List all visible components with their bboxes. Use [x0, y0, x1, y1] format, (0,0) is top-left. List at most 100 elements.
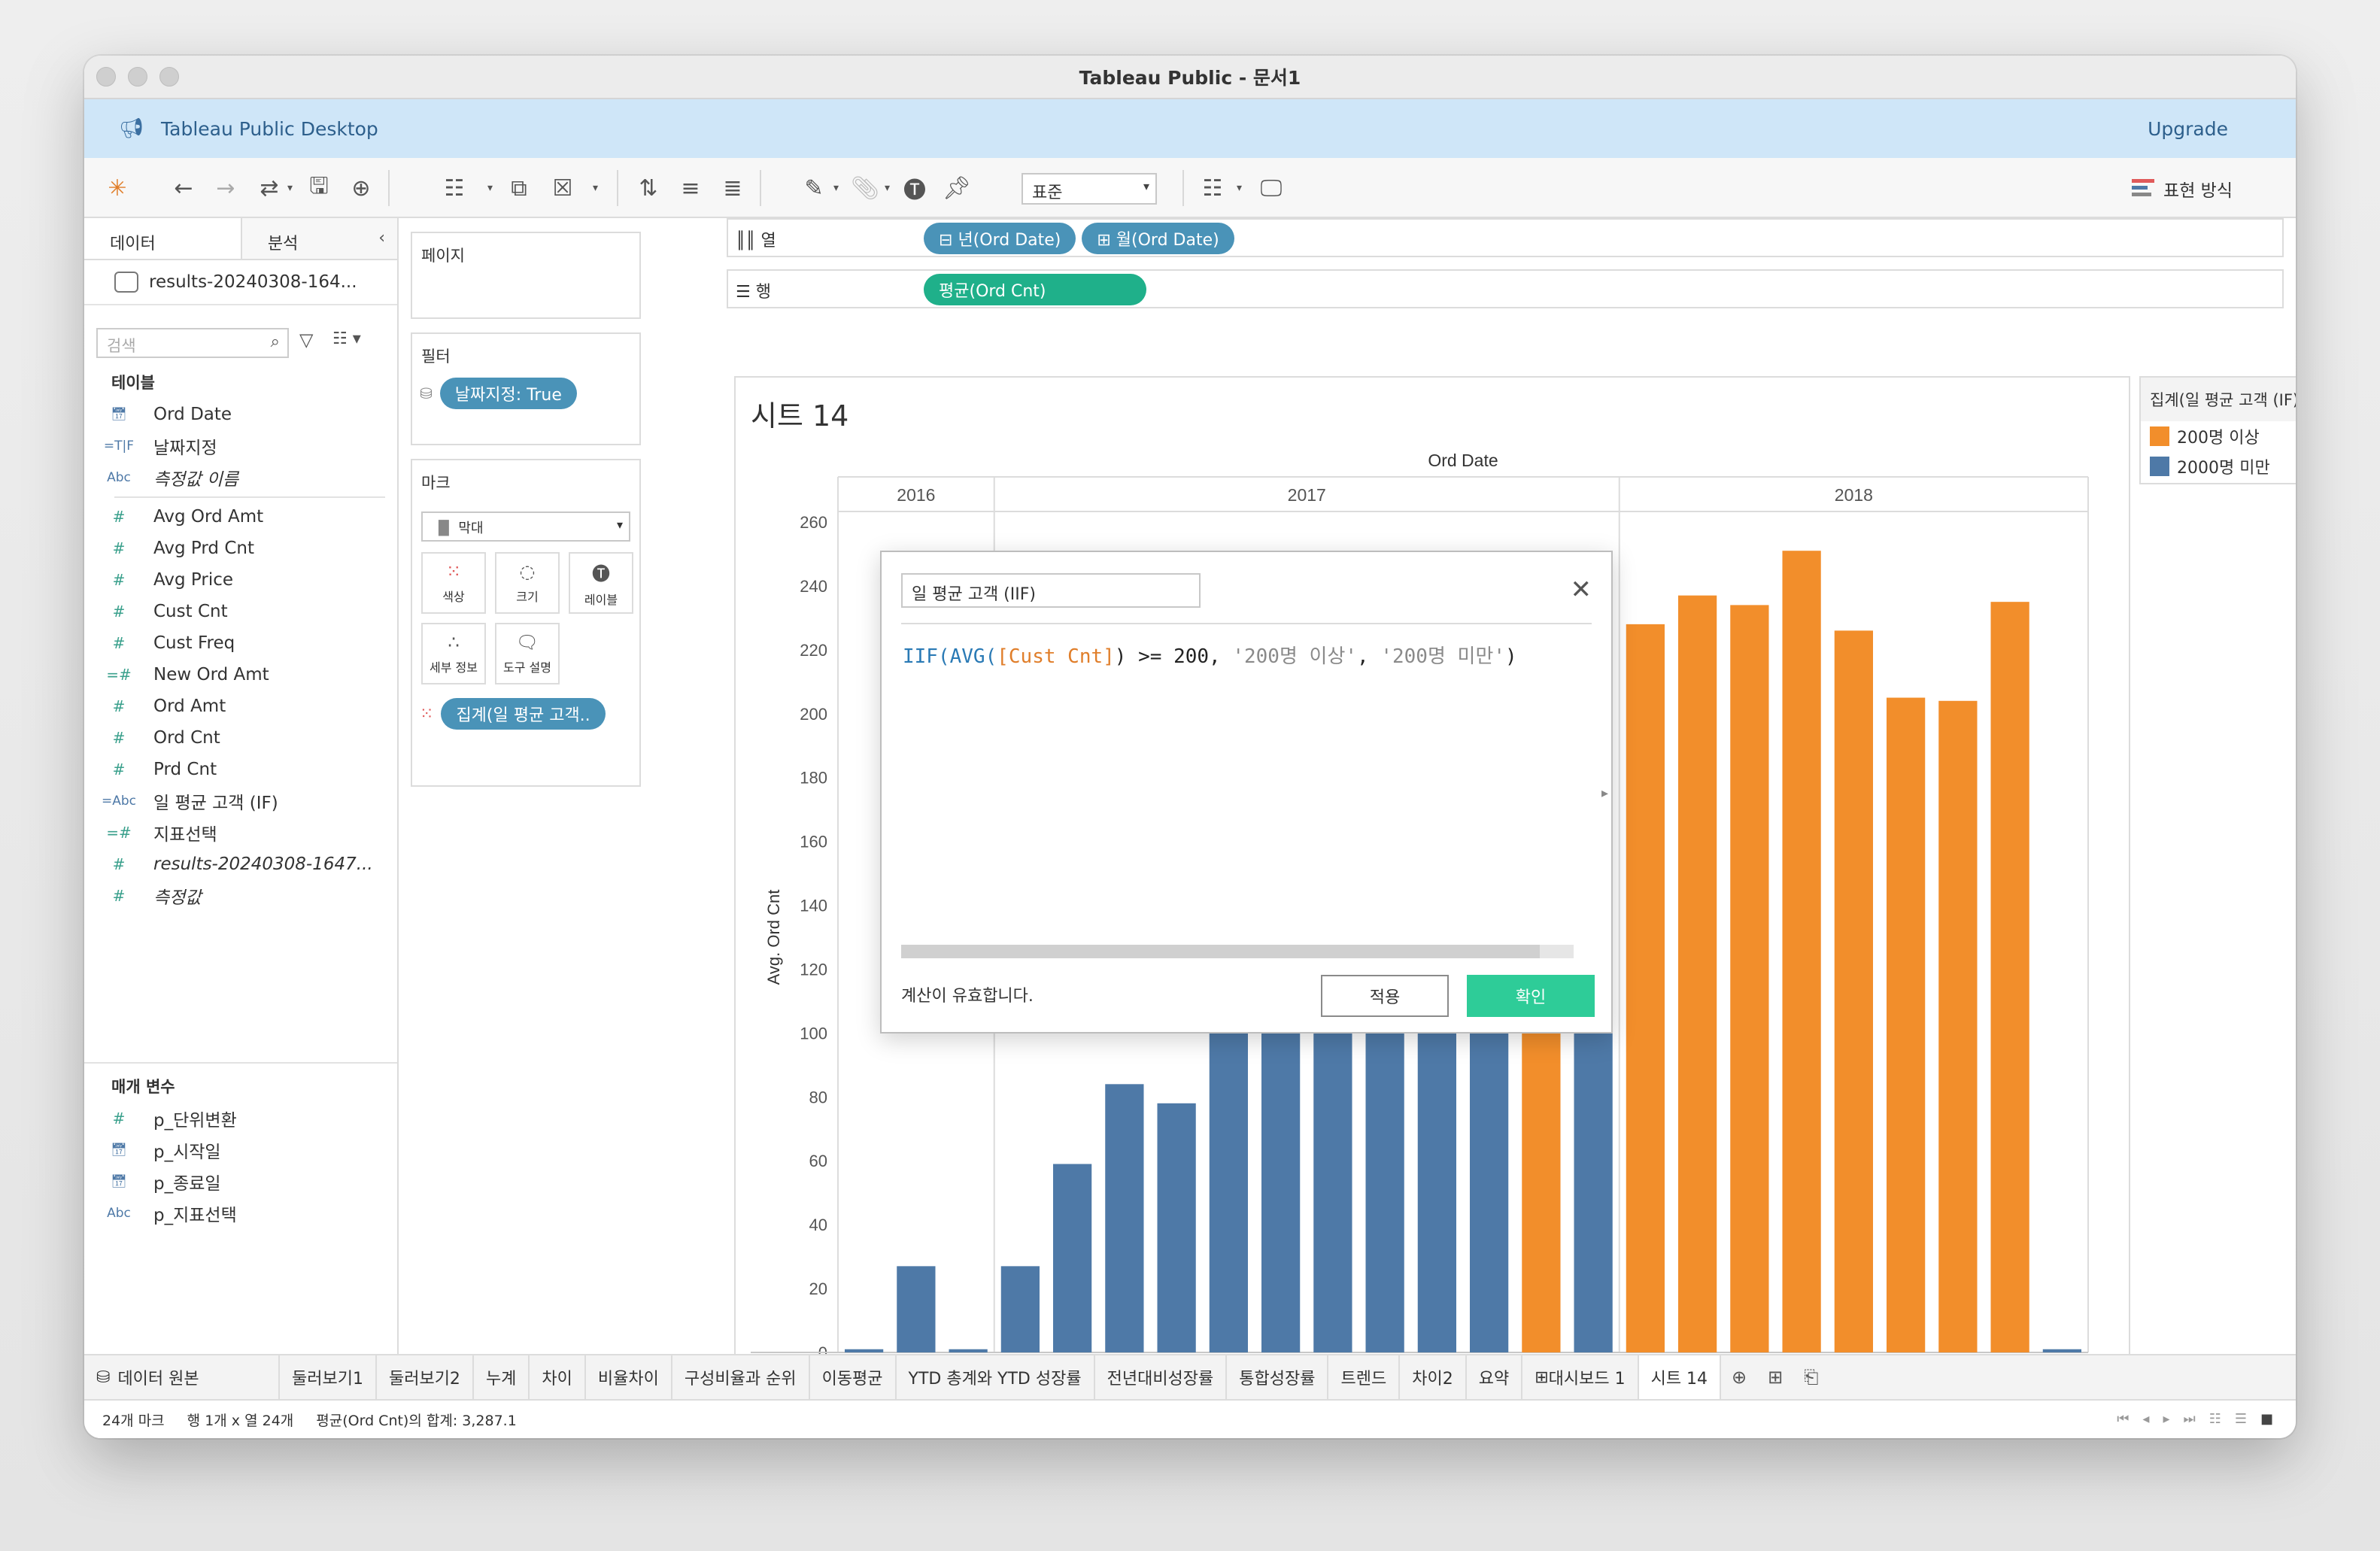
field-item[interactable]: # Cust Freq [84, 627, 397, 659]
sheet-tab[interactable]: 전년대비성장률 [1095, 1355, 1228, 1399]
field-item[interactable]: # Avg Ord Amt [84, 501, 397, 533]
field-item[interactable]: # Ord Amt [84, 691, 397, 722]
presentation-mode-icon[interactable]: 🖵︎ [1260, 175, 1283, 202]
tabs-view-icon[interactable]: ■ [2260, 1411, 2273, 1427]
legend-item[interactable]: 200명 이상 [2141, 421, 2296, 451]
field-item[interactable]: 📅︎ Ord Date [84, 399, 397, 430]
group-dropdown-icon[interactable]: ▾ [885, 182, 891, 194]
field-item[interactable]: # 측정값 [84, 880, 397, 912]
formula-editor[interactable]: IIF(AVG([Cust Cnt]) >= 200, '200명 이상', '… [903, 641, 1517, 669]
sheet-tab[interactable]: YTD 총계와 YTD 성장률 [897, 1355, 1095, 1399]
field-item[interactable]: 📅︎ p_종료일 [84, 1166, 397, 1197]
field-item[interactable]: # Cust Cnt [84, 596, 397, 627]
undo-icon[interactable]: ← [174, 175, 193, 202]
view-options-icon[interactable]: ☷ ▾ [332, 329, 361, 348]
new-sheet-dropdown-icon[interactable]: ▾ [487, 182, 493, 194]
close-icon[interactable]: ✕ [1570, 575, 1592, 605]
show-cards-icon[interactable]: ☷ [1202, 175, 1223, 202]
pages-card[interactable]: 페이지 [411, 232, 641, 319]
field-item[interactable]: Abc p_지표선택 [84, 1197, 397, 1229]
highlight-icon[interactable]: ✎ [804, 175, 824, 202]
sheet-tab[interactable]: 이동평균 [810, 1355, 897, 1399]
zoom-window-button[interactable] [159, 67, 179, 87]
calculation-name-input[interactable]: 일 평균 고객 (IIF) [901, 573, 1201, 608]
detail-button[interactable]: ∴ 세부 정보 [421, 623, 486, 684]
last-sheet-icon[interactable]: ⏭ [2183, 1411, 2196, 1427]
search-input[interactable]: 검색 ⌕ [96, 328, 289, 358]
sheet-tab[interactable]: 차이2 [1400, 1355, 1467, 1399]
close-window-button[interactable] [96, 67, 116, 87]
apply-button[interactable]: 적용 [1321, 975, 1449, 1017]
sheet-tab[interactable]: 둘러보기2 [377, 1355, 474, 1399]
field-item[interactable]: # p_단위변환 [84, 1103, 397, 1134]
field-item[interactable]: Abc 측정값 이름 [84, 462, 397, 493]
sheet-tab[interactable]: 누계 [474, 1355, 530, 1399]
upgrade-link[interactable]: Upgrade [2148, 117, 2228, 140]
tab-analytics[interactable]: 분석 [240, 218, 397, 259]
sheet-tab[interactable]: 둘러보기1 [280, 1355, 377, 1399]
horizontal-scrollbar[interactable] [901, 945, 1574, 958]
show-me-button[interactable]: 표현 방식 [2132, 176, 2233, 202]
field-item[interactable]: =Abc 일 평균 고객 (IF) [84, 785, 397, 817]
group-members-icon[interactable]: 📎︎ [850, 175, 880, 202]
sheet-tab[interactable]: 차이 [530, 1355, 586, 1399]
field-item[interactable]: =T|F 날짜지정 [84, 430, 397, 462]
tableau-logo-icon[interactable]: ✳ [108, 175, 127, 202]
sort-descending-icon[interactable]: ≣ [723, 175, 742, 202]
new-datasource-icon[interactable]: ⊕ [351, 175, 371, 202]
field-item[interactable]: 📅︎ p_시작일 [84, 1134, 397, 1166]
collapse-pane-icon[interactable]: ‹ [378, 229, 385, 247]
clear-dropdown-icon[interactable]: ▾ [593, 182, 599, 194]
expand-functions-icon[interactable]: ▸ [1601, 785, 1608, 801]
replay-dropdown-icon[interactable]: ▾ [287, 182, 293, 194]
sheet-tab[interactable]: 요약 [1467, 1355, 1523, 1399]
legend-item[interactable]: 2000명 미만 [2141, 451, 2296, 481]
show-labels-icon[interactable]: 🅣︎ [903, 178, 926, 204]
field-item[interactable]: # Prd Cnt [84, 754, 397, 785]
sheet-tab[interactable]: ⊞ 대시보드 1 [1522, 1355, 1639, 1399]
save-icon[interactable]: 🖫︎ [309, 172, 329, 199]
datasource-item[interactable]: results-20240308-164... [84, 260, 397, 305]
label-button[interactable]: 🅣︎ 레이블 [569, 552, 633, 614]
month-order-date-pill[interactable]: ⊞ 월(Ord Date) [1082, 223, 1234, 254]
sheet-tab[interactable]: 비율차이 [586, 1355, 672, 1399]
swap-rows-columns-icon[interactable]: ⇅ [639, 175, 658, 202]
duplicate-sheet-icon[interactable]: ⧉ [511, 175, 527, 202]
new-dashboard-icon[interactable]: ⊞ [1768, 1367, 1783, 1388]
size-button[interactable]: ◌ 크기 [495, 552, 560, 614]
field-item[interactable]: =# 지표선택 [84, 817, 397, 848]
field-item[interactable]: # results-20240308-1647... [84, 848, 397, 880]
tab-data[interactable]: 데이터 [84, 218, 241, 259]
fit-select[interactable]: 표준 ▾ [1022, 173, 1157, 205]
mark-type-select[interactable]: ▐▌ 막대 ▾ [421, 511, 630, 542]
replay-icon[interactable]: ⇄ [260, 175, 279, 202]
new-story-icon[interactable]: ⎗ [1804, 1367, 1819, 1388]
field-item[interactable]: # Avg Price [84, 564, 397, 596]
rows-shelf[interactable]: ☰ 행 평균(Ord Cnt) [727, 269, 2284, 308]
minimize-window-button[interactable] [128, 67, 147, 87]
sheet-tab[interactable]: 트렌드 [1328, 1355, 1401, 1399]
color-button[interactable]: ⁙ 색상 [421, 552, 486, 614]
sheet-tab[interactable]: 시트 14 [1638, 1355, 1722, 1399]
next-sheet-icon[interactable]: ▸ [2163, 1411, 2170, 1427]
prev-sheet-icon[interactable]: ◂ [2142, 1411, 2150, 1427]
show-cards-dropdown-icon[interactable]: ▾ [1237, 182, 1243, 194]
year-order-date-pill[interactable]: ⊟ 년(Ord Date) [924, 223, 1076, 254]
sheet-sorter-icon[interactable]: ☷ [2208, 1411, 2221, 1427]
pin-axes-icon[interactable]: 📌︎ [942, 175, 972, 202]
ok-button[interactable]: 확인 [1467, 975, 1595, 1017]
highlight-dropdown-icon[interactable]: ▾ [833, 182, 839, 194]
new-worksheet-icon[interactable]: ⊕ [1732, 1367, 1747, 1388]
sort-ascending-icon[interactable]: ≡ [681, 175, 700, 202]
filmstrip-icon[interactable]: ☰ [2234, 1411, 2247, 1427]
tab-datasource[interactable]: ⛁ 데이터 원본 [84, 1355, 280, 1399]
field-item[interactable]: # Avg Prd Cnt [84, 533, 397, 564]
field-item[interactable]: =# New Ord Amt [84, 659, 397, 691]
field-item[interactable]: # Ord Cnt [84, 722, 397, 754]
first-sheet-icon[interactable]: ⏮ [2117, 1411, 2130, 1427]
redo-icon[interactable]: → [216, 175, 235, 202]
sheet-tab[interactable]: 통합성장률 [1227, 1355, 1329, 1399]
clear-sheet-icon[interactable]: ☒ [552, 175, 573, 202]
columns-shelf[interactable]: ║║ 열 ⊟ 년(Ord Date) ⊞ 월(Ord Date) [727, 218, 2284, 257]
sheet-tab[interactable]: 구성비율과 순위 [672, 1355, 810, 1399]
